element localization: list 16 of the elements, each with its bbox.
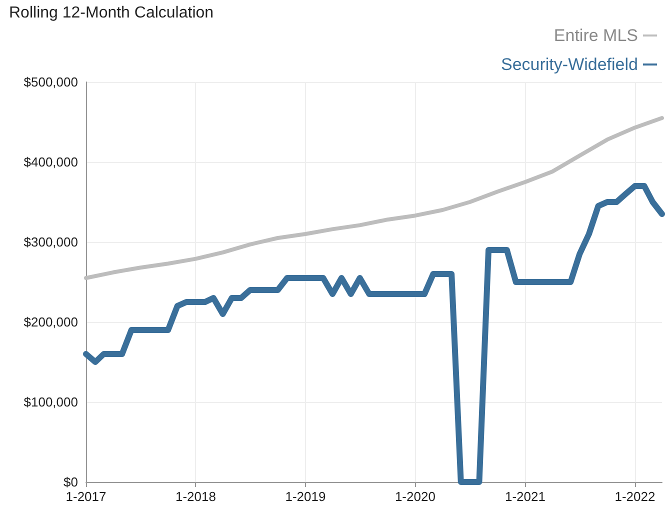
- y-tick-label: $400,000: [24, 154, 78, 170]
- x-tick-label: 1-2017: [66, 489, 106, 504]
- line-series: [84, 116, 664, 280]
- x-tick-label: 1-2018: [175, 489, 216, 504]
- y-tick-label: $100,000: [24, 394, 78, 410]
- y-tick-label: $500,000: [24, 74, 78, 90]
- legend-label: Security-Widefield: [501, 55, 638, 74]
- x-tick-label: 1-2020: [394, 489, 436, 504]
- y-tick-label: $0: [64, 474, 78, 490]
- x-tick-label: 1-2019: [285, 489, 326, 504]
- x-tick-label: 1-2022: [614, 489, 656, 504]
- x-tick-label: 1-2021: [504, 489, 546, 504]
- y-tick-label: $300,000: [24, 234, 78, 250]
- legend-label: Entire MLS: [554, 26, 638, 45]
- chart-title: Rolling 12-Month Calculation: [9, 4, 214, 22]
- y-tick-label: $200,000: [24, 314, 78, 330]
